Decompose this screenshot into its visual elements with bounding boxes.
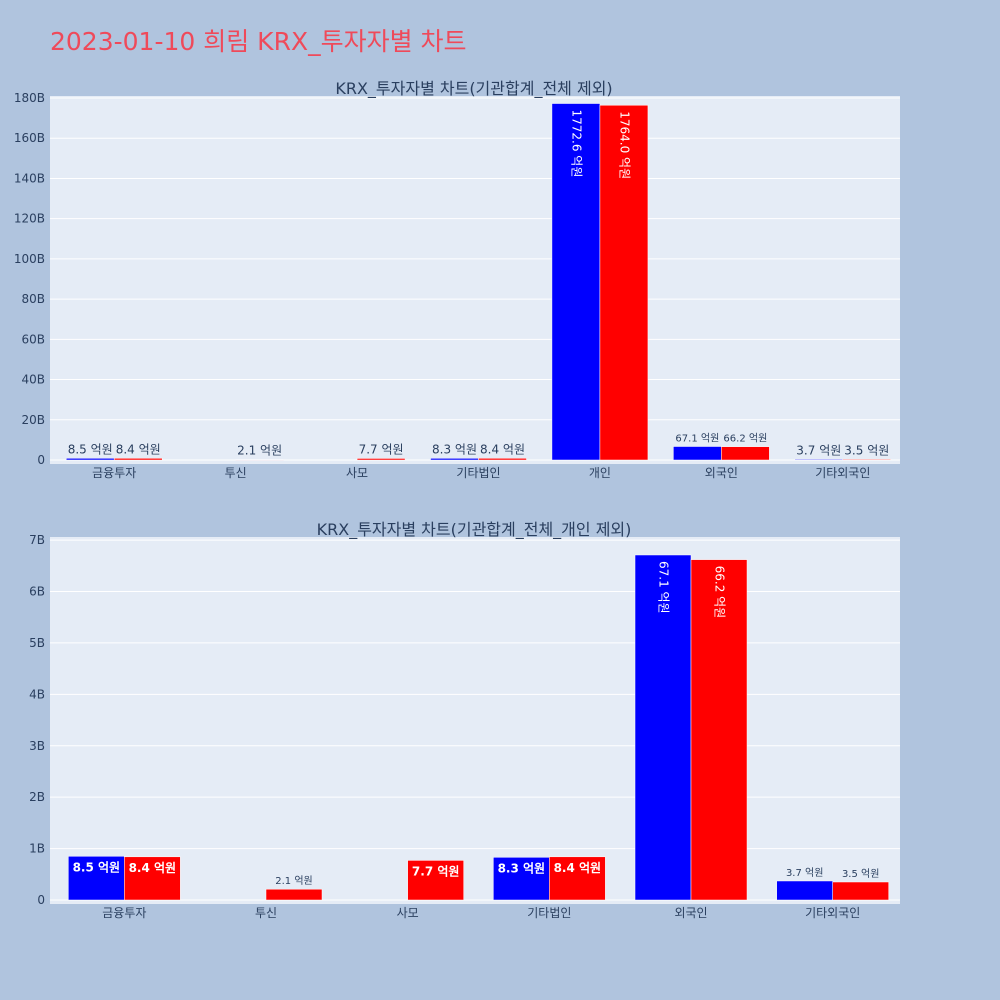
bar	[407, 860, 464, 901]
data-label: 2.1 억원	[275, 875, 312, 887]
bar	[599, 105, 649, 461]
chart-title: KRX_투자자별 차트(기관합계_전체_개인 제외)	[317, 520, 632, 540]
y-tick-label: 100B	[14, 252, 45, 266]
bar	[842, 459, 892, 461]
x-tick-label: 금융투자	[92, 466, 136, 480]
x-tick-label: 기타법인	[456, 466, 500, 480]
bar	[673, 446, 722, 461]
x-tick-label: 기타법인	[527, 906, 571, 920]
data-label: 1772.6 억원	[569, 110, 583, 178]
data-label: 2.1 억원	[237, 444, 282, 458]
x-tick-label: 금융투자	[102, 906, 146, 920]
data-label: 66.2 억원	[713, 566, 727, 619]
y-tick-label: 1B	[29, 842, 45, 856]
x-tick-label: 투신	[225, 466, 247, 480]
plot-area	[50, 537, 900, 904]
bar	[493, 857, 550, 901]
bar	[690, 559, 748, 901]
bar	[776, 880, 833, 901]
bar	[478, 458, 527, 461]
y-tick-label: 7B	[29, 533, 45, 547]
bar	[265, 888, 323, 901]
bar	[113, 458, 163, 461]
x-tick-label: 개인	[589, 466, 611, 480]
x-tick-label: 기타외국인	[815, 466, 870, 480]
data-label: 3.5 억원	[842, 868, 879, 880]
data-label: 8.4 억원	[129, 861, 177, 875]
bar	[68, 856, 125, 901]
bar	[721, 446, 770, 461]
y-tick-label: 4B	[29, 687, 45, 701]
x-tick-label: 사모	[397, 906, 419, 920]
chart-1: 0 20B 40B 60B 80B 100B 120B 140B 160B 180B KRX_투자자…	[14, 79, 900, 480]
y-tick-label: 6B	[29, 585, 45, 599]
x-tick-label: 사모	[346, 466, 368, 480]
chart-title: KRX_투자자별 차트(기관합계_전체 제외)	[335, 79, 612, 99]
y-tick-label: 120B	[14, 212, 45, 226]
data-label: 3.7 억원	[786, 867, 823, 879]
data-label: 67.1 억원	[675, 433, 719, 445]
x-tick-label: 외국인	[705, 466, 738, 480]
page-title: 2023-01-10 희림 KRX_투자자별 차트	[50, 27, 467, 56]
bar	[549, 856, 606, 901]
bar	[124, 856, 181, 901]
data-label: 7.7 억원	[412, 864, 460, 878]
y-tick-label: 80B	[21, 292, 45, 306]
bar	[832, 881, 889, 901]
bar	[65, 458, 115, 461]
bar	[356, 458, 406, 461]
y-tick-label: 40B	[21, 373, 45, 387]
data-label: 8.4 억원	[554, 861, 602, 875]
plot-area	[50, 96, 900, 464]
y-tick-label: 0	[37, 893, 45, 907]
chart-2: 0 1B 2B 3B 4B 5B 6B 7B KRX_투자자별 차트(기관합계_전체_개인 제외…	[29, 520, 900, 920]
data-label: 3.5 억원	[844, 443, 889, 457]
y-tick-label: 140B	[14, 171, 45, 185]
data-label: 8.5 억원	[68, 442, 113, 456]
y-tick-label: 60B	[21, 332, 45, 346]
y-tick-label: 160B	[14, 131, 45, 145]
data-label: 3.7 억원	[796, 443, 841, 457]
data-label: 66.2 억원	[723, 433, 767, 445]
x-tick-label: 투신	[255, 906, 277, 920]
y-tick-label: 0	[37, 453, 45, 467]
data-label: 8.3 억원	[498, 861, 546, 875]
data-label: 8.5 억원	[73, 860, 121, 874]
y-tick-label: 3B	[29, 739, 45, 753]
y-tick-label: 2B	[29, 790, 45, 804]
bar	[430, 458, 479, 461]
data-label: 8.4 억원	[116, 442, 161, 456]
data-label: 1764.0 억원	[617, 111, 631, 179]
bar	[551, 103, 601, 461]
y-tick-label: 20B	[21, 413, 45, 427]
x-tick-label: 기타외국인	[805, 906, 860, 920]
y-tick-label: 5B	[29, 636, 45, 650]
x-tick-label: 외국인	[674, 906, 707, 920]
data-label: 8.3 억원	[432, 442, 477, 456]
y-tick-label: 180B	[14, 91, 45, 105]
data-label: 67.1 억원	[657, 561, 671, 614]
data-label: 7.7 억원	[359, 442, 404, 456]
bar	[794, 459, 844, 461]
data-label: 8.4 억원	[480, 442, 525, 456]
bar	[235, 459, 284, 461]
